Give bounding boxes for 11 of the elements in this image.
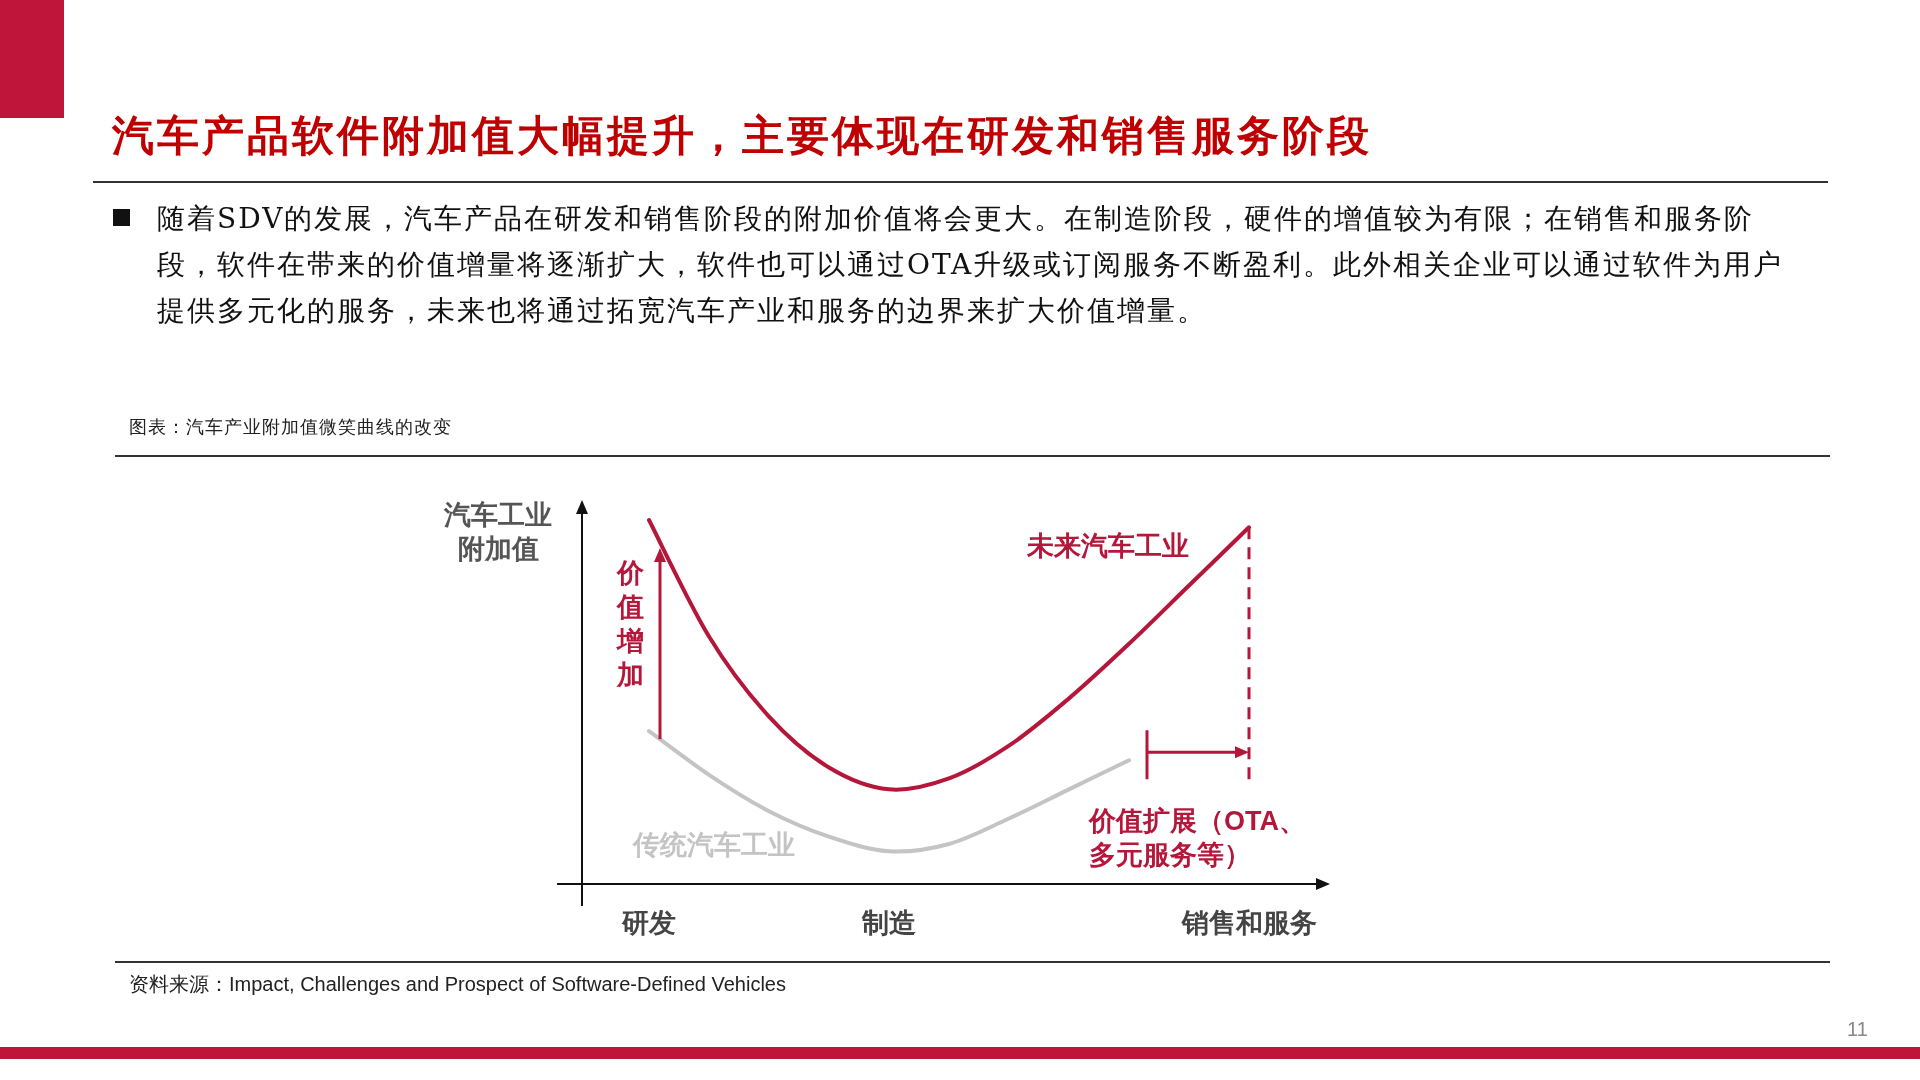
series-label: 传统汽车工业: [631, 829, 795, 860]
title: 汽车产品软件附加值大幅提升，主要体现在研发和销售服务阶段: [112, 110, 1372, 162]
source: 资料来源：Impact, Challenges and Prospect of Software-Defined Vehicles: [129, 972, 786, 997]
x-tick-label: 研发: [621, 908, 676, 938]
caption: 图表：汽车产业附加值微笑曲线的改变: [129, 415, 452, 439]
series-label: 未来汽车工业: [1026, 531, 1189, 562]
x-tick-label: 销售和服务: [1180, 908, 1317, 938]
subtitle: 随着SDV的发展，汽车产品在研发和销售阶段的附加价值将会更大。在制造阶段，硬件的增值较为有限；在销售和服务阶段，软件在带来的价值增量将逐渐扩大，软件也可以通过OTA升级或订阅服务不断盈利。此外相关企业可以通过软件为用户提供多元化的服务，未来也将通过拓宽汽车产业和服务的边界来扩大价值增量。: [157, 201, 1785, 329]
x-tick-label: 制造: [861, 908, 916, 938]
page-number: 11: [1847, 1018, 1868, 1041]
ylabel: 汽车工业附加值: [443, 499, 553, 566]
